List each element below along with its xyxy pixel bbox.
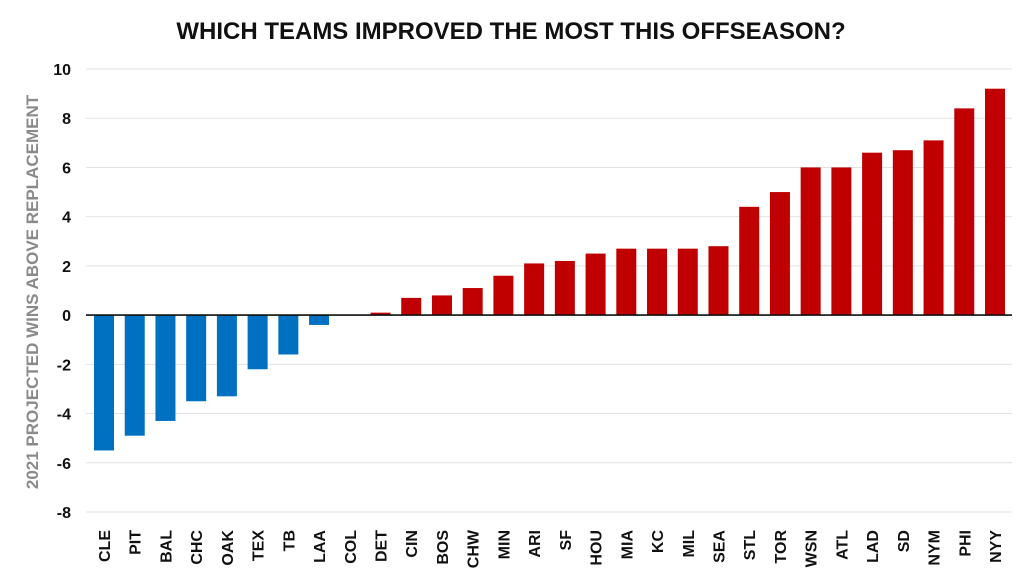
x-tick-label: ARI xyxy=(527,530,544,558)
bar-lad xyxy=(862,152,883,316)
bar-mil xyxy=(677,248,698,316)
y-tick-label: 2 xyxy=(62,259,71,276)
x-tick-label: STL xyxy=(742,530,759,560)
x-tick-label: MIA xyxy=(619,530,636,560)
x-tick-label: LAD xyxy=(865,530,882,563)
x-tick-label: CHC xyxy=(189,530,206,565)
x-tick-label: COL xyxy=(343,530,360,564)
x-tick-label: BOS xyxy=(435,530,452,565)
bar-nym xyxy=(923,140,944,316)
bar-hou xyxy=(585,253,606,316)
x-tick-label: MIN xyxy=(496,530,513,559)
x-tick-label: SF xyxy=(558,530,575,551)
y-tick-label: -8 xyxy=(57,505,71,522)
bar-min xyxy=(493,275,514,316)
x-tick-label: SEA xyxy=(711,530,728,563)
bar-laa xyxy=(309,315,330,325)
bar-cin xyxy=(401,297,422,316)
bar-kc xyxy=(647,248,668,316)
x-tick-label: NYY xyxy=(988,530,1005,563)
bar-tex xyxy=(247,315,268,370)
y-tick-label: -4 xyxy=(57,407,71,424)
bar-chw xyxy=(462,288,483,316)
x-tick-label: WSN xyxy=(804,530,821,567)
x-tick-label: LAA xyxy=(312,530,329,563)
x-tick-label: MIL xyxy=(681,530,698,558)
y-axis-ticks: -8 -6 -4 -2 0 2 4 6 8 10 xyxy=(53,62,71,522)
bar-sf xyxy=(554,260,575,316)
bar-phi xyxy=(954,108,975,316)
y-tick-label: 4 xyxy=(62,210,71,227)
x-tick-label: CLE xyxy=(97,530,114,562)
bar-ari xyxy=(524,263,545,316)
bar-chc xyxy=(186,315,207,402)
y-axis-label: 2021 PROJECTED WINS ABOVE REPLACEMENT xyxy=(23,94,42,489)
x-tick-label: TB xyxy=(281,530,298,551)
bar-pit xyxy=(124,315,145,436)
bar-bal xyxy=(155,315,176,421)
y-tick-label: 10 xyxy=(53,62,71,79)
x-tick-label: CIN xyxy=(404,530,421,558)
x-tick-label: OAK xyxy=(220,530,237,566)
x-tick-label: TOR xyxy=(773,530,790,564)
bar-atl xyxy=(831,167,852,316)
bar-tor xyxy=(769,192,790,316)
x-tick-label: KC xyxy=(650,530,667,554)
y-tick-label: 8 xyxy=(62,111,71,128)
bar-det xyxy=(370,312,391,316)
x-tick-label: ATL xyxy=(834,530,851,560)
x-tick-label: BAL xyxy=(158,530,175,563)
y-tick-label: -2 xyxy=(57,357,71,374)
chart-title: WHICH TEAMS IMPROVED THE MOST THIS OFFSE… xyxy=(176,18,845,45)
x-tick-label: NYM xyxy=(927,530,944,566)
bar-wsn xyxy=(800,167,821,316)
bar-mia xyxy=(616,248,637,316)
bars xyxy=(94,88,1005,451)
bar-tb xyxy=(278,315,299,355)
x-tick-label: TEX xyxy=(251,530,268,561)
y-tick-label: 6 xyxy=(62,160,71,177)
bar-bos xyxy=(431,295,452,316)
y-tick-label: -6 xyxy=(57,456,71,473)
gridlines xyxy=(86,68,1012,513)
bar-stl xyxy=(739,206,760,316)
x-tick-label: PIT xyxy=(128,530,145,555)
y-tick-label: 0 xyxy=(62,308,71,325)
bar-nyy xyxy=(985,88,1005,316)
bar-cle xyxy=(94,315,114,451)
x-tick-label: CHW xyxy=(466,529,483,568)
x-axis-ticks: CLE PIT BAL CHC OAK TEX TB LAA COL DET CIN BOS CHW MI… xyxy=(97,529,1005,568)
x-tick-label: PHI xyxy=(957,530,974,557)
bar-sd xyxy=(892,150,913,316)
x-tick-label: DET xyxy=(374,530,391,562)
bar-oak xyxy=(216,315,237,397)
x-tick-label: HOU xyxy=(589,530,606,566)
bar-sea xyxy=(708,246,729,316)
x-tick-label: SD xyxy=(896,530,913,552)
